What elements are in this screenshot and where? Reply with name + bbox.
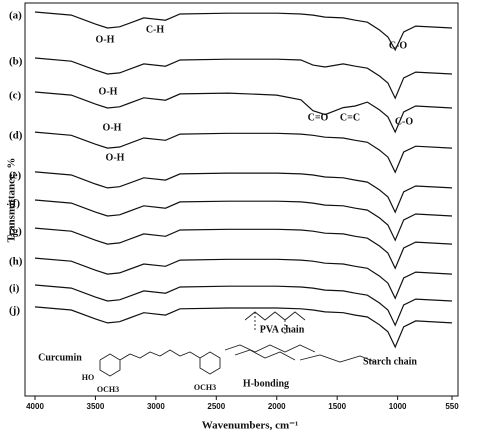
annotation: O-H [103, 122, 122, 133]
annotation: O-H [96, 34, 115, 45]
series-label: (d) [9, 130, 23, 142]
spectrum-line [34, 91, 453, 134]
annotation: Starch chain [363, 356, 417, 367]
spectrum-line [34, 171, 453, 214]
x-tick-label: 550 [445, 402, 459, 411]
series-label: (a) [9, 10, 22, 22]
annotation: Curcumin [38, 352, 82, 363]
chemical-structure [99, 311, 376, 377]
plot-frame [24, 2, 459, 397]
x-tick-label: 2000 [268, 402, 286, 411]
annotation: HO [82, 373, 94, 382]
x-tick-label: 3500 [87, 402, 105, 411]
x-tick-label: 3000 [147, 402, 165, 411]
series-label: (h) [9, 256, 23, 268]
series-label: (b) [9, 56, 23, 68]
annotation: H-bonding [243, 378, 289, 389]
x-tick-label: 2500 [207, 402, 225, 411]
annotation: C-O [395, 116, 414, 127]
series-label: (g) [9, 226, 22, 238]
spectrum-line [34, 199, 453, 242]
series-label: (j) [9, 304, 20, 316]
series-label: (i) [9, 283, 20, 295]
spectrum-line [34, 306, 453, 349]
series-label: (f) [9, 198, 20, 210]
spectrum-line [34, 11, 453, 52]
x-axis-label: Wavenumbers, cm⁻¹ [202, 420, 299, 432]
x-tick-label: 1500 [328, 402, 346, 411]
x-tick-label: 1000 [389, 402, 407, 411]
y-axis-label: Transmittance, % [6, 158, 18, 243]
annotation: PVA chain [260, 324, 305, 335]
annotation: OCH3 [97, 385, 119, 394]
series-label: (c) [9, 90, 22, 102]
spectrum-line [34, 57, 453, 100]
annotation: C-H [146, 24, 165, 35]
annotation: C=C [340, 112, 360, 123]
spectrum-line [34, 284, 453, 327]
annotation: C=O [308, 112, 329, 123]
annotation: O-H [99, 86, 118, 97]
x-tick-label: 4000 [26, 402, 44, 411]
spectrum-line [34, 131, 453, 174]
series-label: (e) [9, 169, 22, 181]
annotation: O-H [106, 152, 125, 163]
spectrum-line [34, 257, 453, 300]
annotation: OCH3 [194, 383, 216, 392]
annotation: C-O [389, 40, 408, 51]
spectrum-line [34, 227, 453, 270]
